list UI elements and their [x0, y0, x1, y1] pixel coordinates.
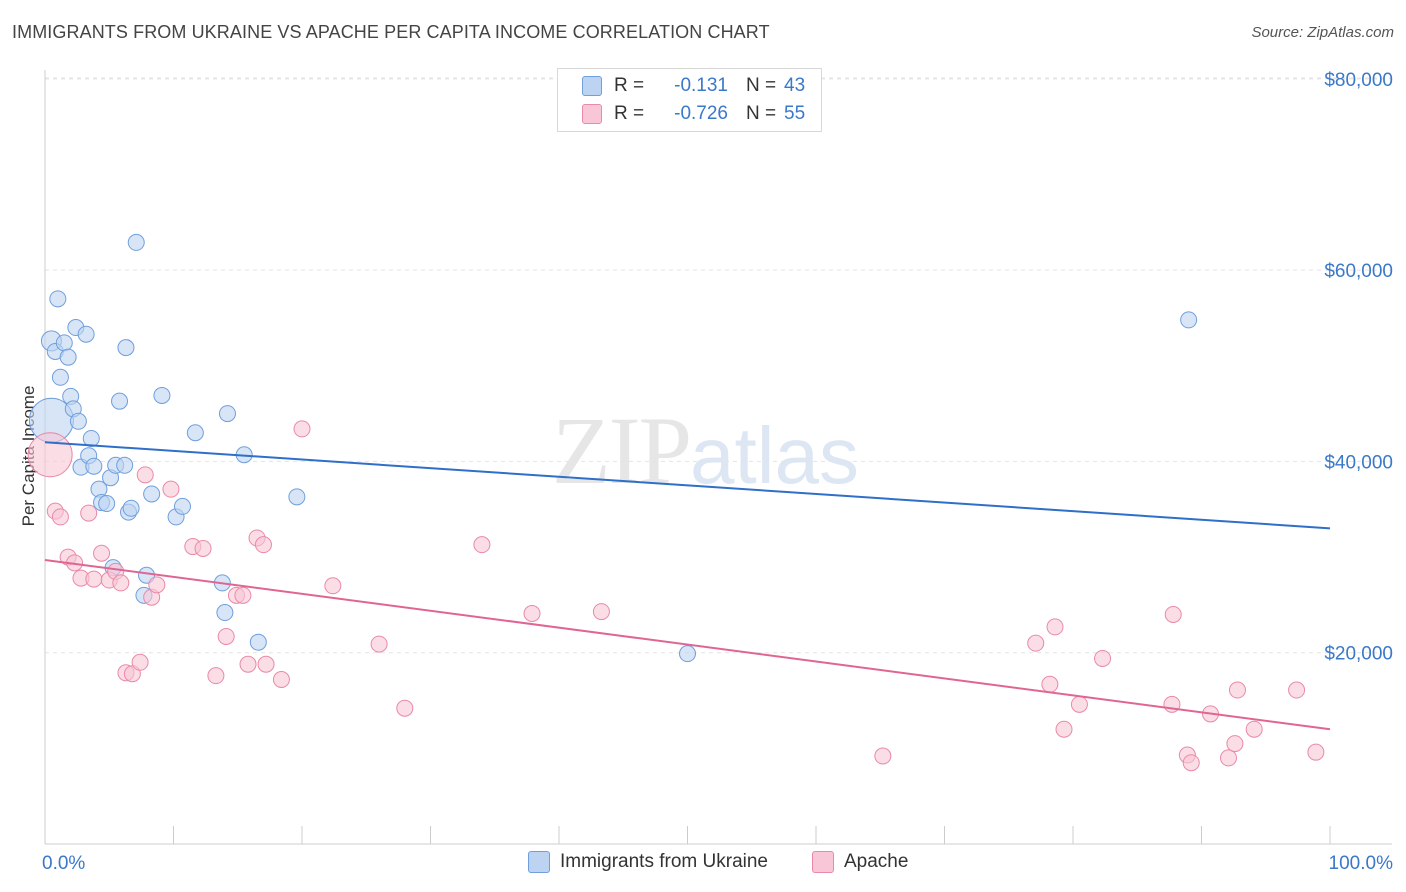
- data-point-apache: [1219, 749, 1237, 767]
- data-point-ukraine: [216, 604, 234, 622]
- data-point-apache: [1245, 720, 1263, 738]
- data-point-apache: [93, 544, 111, 562]
- trend-line-apache: [44, 558, 1331, 731]
- y-tick-label: $80,000: [1324, 70, 1393, 91]
- watermark-atlas: atlas: [690, 411, 859, 500]
- data-point-apache: [592, 603, 610, 621]
- trend-line-ukraine: [44, 441, 1331, 530]
- data-point-ukraine: [679, 645, 696, 663]
- x-tick-label: 100.0%: [1329, 853, 1394, 874]
- bottom-legend-swatch-apache: [812, 851, 834, 873]
- data-point-apache: [85, 570, 103, 588]
- legend-row-ukraine: R = -0.131 N = 43: [582, 73, 824, 99]
- data-point-apache: [523, 605, 541, 623]
- bottom-legend-swatch-ukraine: [528, 851, 550, 873]
- data-point-ukraine: [153, 386, 171, 404]
- correlation-legend: R = -0.131 N = 43 R = -0.726 N = 55: [557, 68, 822, 132]
- data-point-ukraine: [143, 485, 161, 503]
- legend-row-apache: R = -0.726 N = 55: [582, 101, 824, 127]
- data-point-ukraine: [82, 429, 100, 447]
- y-tick-label: $60,000: [1324, 261, 1393, 282]
- data-point-apache: [194, 539, 212, 557]
- data-point-ukraine: [173, 497, 191, 515]
- data-point-ukraine: [98, 495, 116, 513]
- data-point-ukraine: [85, 457, 103, 475]
- data-point-apache: [136, 466, 154, 484]
- data-point-apache: [1288, 681, 1306, 699]
- data-point-ukraine: [116, 456, 134, 474]
- source-credit: Source: ZipAtlas.com: [1251, 24, 1394, 41]
- x-tick-label: 0.0%: [42, 853, 85, 874]
- data-point-ukraine: [1180, 311, 1198, 329]
- data-point-ukraine: [288, 488, 306, 506]
- legend-n-value: 55: [784, 103, 806, 124]
- watermark-zip: ZIP: [552, 397, 692, 504]
- watermark: ZIPatlas: [552, 395, 859, 506]
- data-point-ukraine: [122, 499, 140, 517]
- data-point-ukraine: [55, 334, 73, 352]
- data-point-apache: [1164, 605, 1182, 623]
- bottom-legend-ukraine: Immigrants from Ukraine: [528, 851, 768, 873]
- data-point-ukraine: [186, 424, 204, 442]
- data-point-ukraine: [218, 405, 236, 423]
- bottom-legend-label-ukraine: Immigrants from Ukraine: [560, 851, 768, 872]
- data-point-apache: [874, 747, 892, 765]
- data-point-ukraine: [59, 348, 77, 366]
- data-point-ukraine: [77, 325, 95, 343]
- data-point-apache: [27, 432, 73, 478]
- legend-n-value: 43: [784, 75, 806, 96]
- data-point-apache: [1027, 634, 1045, 652]
- legend-n-label: N =: [746, 75, 777, 96]
- data-point-apache: [1046, 618, 1064, 636]
- data-point-apache: [217, 627, 235, 645]
- data-point-ukraine: [49, 290, 67, 308]
- data-point-ukraine: [117, 339, 135, 357]
- data-point-apache: [1094, 649, 1112, 667]
- data-point-apache: [396, 699, 414, 717]
- data-point-apache: [293, 420, 311, 438]
- data-point-apache: [112, 574, 130, 592]
- bottom-legend-label-apache: Apache: [844, 851, 909, 872]
- data-point-apache: [370, 635, 388, 653]
- legend-swatch-ukraine: [582, 76, 602, 96]
- data-point-apache: [1055, 720, 1073, 738]
- data-point-apache: [254, 536, 272, 554]
- data-point-apache: [80, 504, 98, 522]
- data-point-apache: [131, 653, 149, 671]
- data-point-apache: [1182, 754, 1200, 772]
- data-point-apache: [1307, 743, 1325, 761]
- data-point-apache: [1070, 695, 1088, 713]
- legend-r-label: R =: [614, 75, 645, 96]
- data-point-apache: [207, 667, 225, 685]
- legend-r-value: -0.131: [674, 75, 728, 96]
- data-point-apache: [1228, 681, 1246, 699]
- data-point-apache: [257, 655, 275, 673]
- legend-r-value: -0.726: [674, 103, 728, 124]
- data-point-ukraine: [51, 368, 69, 386]
- legend-n-label: N =: [746, 103, 777, 124]
- data-point-apache: [272, 670, 290, 688]
- y-tick-label: $20,000: [1324, 644, 1393, 665]
- data-point-apache: [162, 480, 180, 498]
- data-point-apache: [239, 655, 257, 673]
- data-point-apache: [1226, 735, 1244, 753]
- data-point-apache: [1041, 675, 1059, 693]
- y-tick-label: $40,000: [1324, 452, 1393, 473]
- data-point-apache: [324, 577, 342, 595]
- data-point-ukraine: [111, 392, 129, 410]
- chart-title: IMMIGRANTS FROM UKRAINE VS APACHE PER CA…: [12, 22, 770, 42]
- bottom-legend-apache: Apache: [812, 851, 908, 873]
- data-point-apache: [473, 536, 491, 554]
- data-point-apache: [234, 586, 252, 604]
- legend-r-label: R =: [614, 103, 645, 124]
- data-point-apache: [148, 576, 166, 594]
- data-point-ukraine: [69, 412, 87, 430]
- data-point-apache: [51, 508, 69, 526]
- data-point-ukraine: [249, 633, 267, 651]
- legend-swatch-apache: [582, 104, 602, 124]
- data-point-ukraine: [127, 233, 145, 251]
